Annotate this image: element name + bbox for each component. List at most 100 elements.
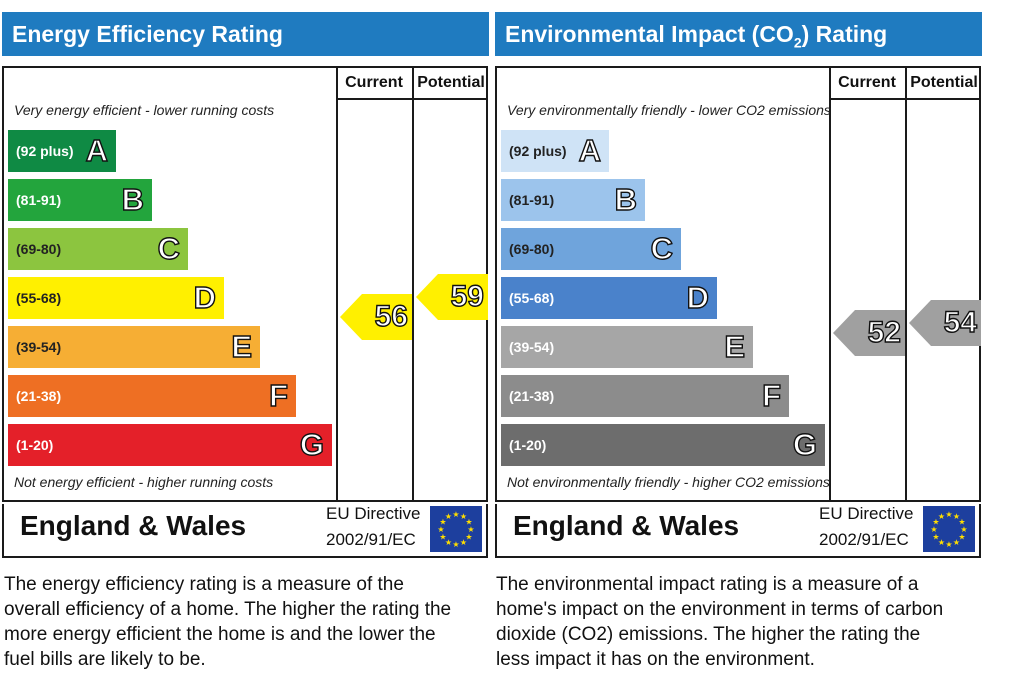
- star-icon: ★: [452, 540, 459, 549]
- potential-rating-value: 54: [943, 305, 978, 339]
- band-letter: E: [724, 328, 746, 364]
- rating-band-d: (55-68) D: [501, 277, 717, 319]
- band-letter: F: [268, 377, 288, 413]
- band-range-label: (1-20): [16, 437, 54, 453]
- star-icon: ★: [439, 518, 446, 527]
- band-letter: B: [121, 181, 145, 217]
- band-range-label: (69-80): [509, 241, 555, 257]
- rating-band-d: (55-68) D: [8, 277, 224, 319]
- current-rating-arrow: 52: [833, 310, 907, 356]
- band-range-label: (21-38): [509, 388, 555, 404]
- potential-rating-arrow: 59: [416, 274, 490, 320]
- band-letter: D: [193, 279, 217, 315]
- star-icon: ★: [445, 538, 452, 547]
- region-label: England & Wales: [513, 510, 740, 541]
- band-range-label: (92 plus): [509, 143, 567, 159]
- band-range-label: (92 plus): [16, 143, 74, 159]
- star-icon: ★: [938, 512, 945, 521]
- top-note: Very energy efficient - lower running co…: [14, 102, 275, 118]
- band-range-label: (69-80): [16, 241, 62, 257]
- rating-band-f: (21-38) F: [501, 375, 789, 417]
- header-divider: [829, 98, 979, 100]
- header-divider: [336, 98, 486, 100]
- rating-band-c: (69-80) C: [8, 228, 188, 270]
- star-icon: ★: [932, 533, 939, 542]
- rating-band-a: (92 plus) A: [8, 130, 116, 172]
- band-letter: G: [299, 426, 325, 462]
- star-icon: ★: [465, 533, 472, 542]
- panel-title: Environmental Impact (CO2) Rating: [495, 12, 982, 56]
- eu-directive-label: EU Directive: [819, 504, 914, 523]
- column-divider: [412, 68, 414, 500]
- eu-flag-icon: ★ ★ ★ ★ ★ ★ ★ ★ ★ ★ ★ ★: [923, 506, 975, 552]
- band-range-label: (1-20): [509, 437, 547, 453]
- column-divider: [829, 68, 831, 500]
- star-icon: ★: [452, 510, 459, 519]
- star-icon: ★: [945, 540, 952, 549]
- band-range-label: (55-68): [509, 290, 555, 306]
- band-range-label: (21-38): [16, 388, 62, 404]
- band-range-label: (81-91): [509, 192, 555, 208]
- region-label: England & Wales: [20, 510, 247, 541]
- panel-footer: England & Wales EU Directive 2002/91/EC …: [495, 504, 981, 558]
- band-letter: C: [650, 230, 674, 266]
- band-letter: F: [761, 377, 781, 413]
- rating-band-g: (1-20) G: [501, 424, 825, 466]
- rating-chart: Current Potential Very environmentally f…: [495, 66, 981, 502]
- star-icon: ★: [439, 533, 446, 542]
- band-letter: B: [614, 181, 638, 217]
- rating-band-c: (69-80) C: [501, 228, 681, 270]
- star-icon: ★: [467, 525, 474, 534]
- energy-rating-description: The energy efficiency rating is a measur…: [4, 574, 452, 670]
- star-icon: ★: [437, 525, 444, 534]
- rating-band-e: (39-54) E: [8, 326, 260, 368]
- current-rating-value: 52: [867, 315, 902, 349]
- band-range-label: (55-68): [16, 290, 62, 306]
- bottom-note: Not environmentally friendly - higher CO…: [507, 474, 830, 490]
- rating-band-b: (81-91) B: [501, 179, 645, 221]
- bottom-note: Not energy efficient - higher running co…: [14, 474, 274, 490]
- top-note: Very environmentally friendly - lower CO…: [507, 102, 831, 118]
- potential-column-header: Potential: [417, 74, 485, 91]
- band-range-label: (39-54): [509, 339, 555, 355]
- star-icon: ★: [945, 510, 952, 519]
- band-letter: A: [85, 132, 109, 168]
- star-icon: ★: [460, 512, 467, 521]
- star-icon: ★: [960, 525, 967, 534]
- eu-directive-number: 2002/91/EC: [326, 530, 416, 549]
- column-divider: [336, 68, 338, 500]
- band-letter: G: [792, 426, 818, 462]
- panel-footer: England & Wales EU Directive 2002/91/EC …: [2, 504, 488, 558]
- rating-band-e: (39-54) E: [501, 326, 753, 368]
- band-letter: E: [231, 328, 253, 364]
- star-icon: ★: [445, 512, 452, 521]
- band-letter: D: [686, 279, 710, 315]
- band-range-label: (39-54): [16, 339, 62, 355]
- column-divider: [905, 68, 907, 500]
- band-letter: C: [157, 230, 181, 266]
- current-rating-arrow: 56: [340, 294, 414, 340]
- star-icon: ★: [938, 538, 945, 547]
- star-icon: ★: [460, 538, 467, 547]
- eu-directive-label: EU Directive: [326, 504, 421, 523]
- band-range-label: (81-91): [16, 192, 62, 208]
- rating-band-g: (1-20) G: [8, 424, 332, 466]
- rating-chart: Current Potential Very energy efficient …: [2, 66, 488, 502]
- rating-band-f: (21-38) F: [8, 375, 296, 417]
- rating-band-a: (92 plus) A: [501, 130, 609, 172]
- current-column-header: Current: [345, 74, 403, 91]
- star-icon: ★: [953, 512, 960, 521]
- eu-flag-icon: ★ ★ ★ ★ ★ ★ ★ ★ ★ ★ ★ ★: [430, 506, 482, 552]
- potential-column-header: Potential: [910, 74, 978, 91]
- potential-rating-arrow: 54: [909, 300, 983, 346]
- potential-rating-value: 59: [450, 279, 485, 313]
- current-column-header: Current: [838, 74, 896, 91]
- star-icon: ★: [958, 533, 965, 542]
- star-icon: ★: [932, 518, 939, 527]
- star-icon: ★: [958, 518, 965, 527]
- eu-directive-number: 2002/91/EC: [819, 530, 909, 549]
- star-icon: ★: [465, 518, 472, 527]
- current-rating-value: 56: [374, 299, 409, 333]
- band-letter: A: [578, 132, 602, 168]
- environmental-rating-description: The environmental impact rating is a mea…: [496, 574, 944, 670]
